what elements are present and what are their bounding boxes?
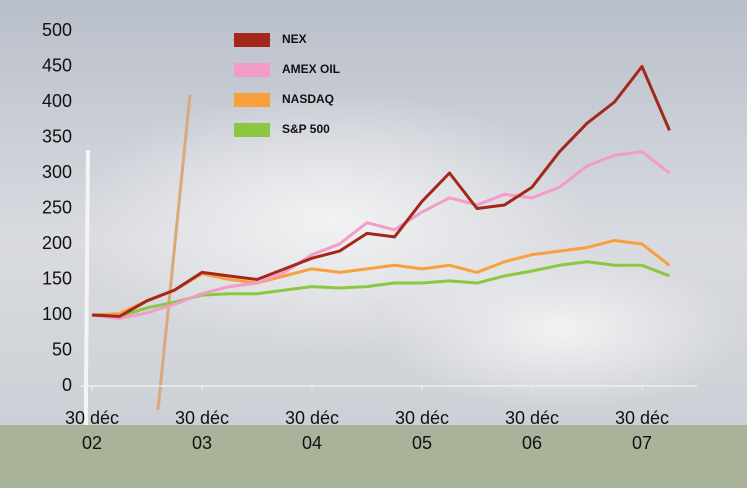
legend-swatch [234, 123, 270, 137]
smoke [380, 250, 740, 410]
y-tick-label: 200 [42, 233, 72, 253]
legend-label: NASDAQ [282, 92, 334, 106]
series-line [91, 150, 671, 321]
crane [156, 94, 192, 411]
field [0, 425, 747, 488]
series-line [91, 65, 671, 318]
y-tick-label: 300 [42, 162, 72, 182]
legend-swatch [234, 33, 270, 47]
legend-label: NEX [282, 32, 307, 46]
y-tick-label: 500 [42, 20, 72, 40]
y-tick-label: 250 [42, 197, 72, 217]
legend-label: S&P 500 [282, 122, 330, 136]
y-tick-label: 50 [52, 339, 72, 359]
legend-swatch [234, 93, 270, 107]
x-tick-label: 30 déc 05 [394, 408, 450, 453]
x-tick-label: 30 déc 03 [174, 408, 230, 453]
y-tick-label: 0 [62, 375, 72, 395]
legend-label: AMEX OIL [282, 62, 340, 76]
turbine-mast [84, 149, 90, 387]
y-tick-label: 350 [42, 126, 72, 146]
y-tick-label: 100 [42, 304, 72, 324]
x-tick-label: 30 déc 04 [284, 408, 340, 453]
y-tick-label: 450 [42, 55, 72, 75]
y-tick-label: 150 [42, 268, 72, 288]
x-tick-label: 30 déc 02 [64, 408, 120, 453]
legend-swatch [234, 63, 270, 77]
y-tick-label: 400 [42, 91, 72, 111]
x-tick-label: 30 déc 07 [614, 408, 670, 453]
x-tick-label: 30 déc 06 [504, 408, 560, 453]
